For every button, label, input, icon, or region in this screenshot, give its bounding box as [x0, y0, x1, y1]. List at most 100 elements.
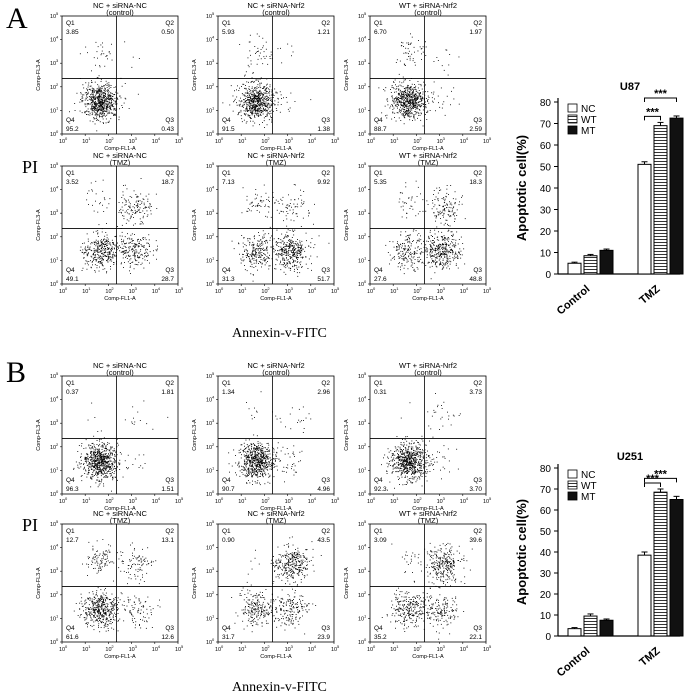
x-tick-exp: 0 [373, 286, 376, 291]
flow-plot: WT + siRNA-Nrf2(TMZ) Q1 3.09 Q2 39.6 Q4 35.2 Q3… [344, 509, 492, 660]
y-tick-label: 0 [545, 270, 551, 281]
x-tick-label: 10 [105, 647, 111, 653]
y-tick-exp: 0 [364, 489, 367, 494]
q1-label: Q1 [66, 380, 75, 387]
x-tick-exp: 5 [181, 496, 184, 501]
y-tick-exp: 4 [56, 543, 59, 548]
x-tick-label: 10 [82, 289, 88, 295]
q2-label: Q2 [165, 528, 174, 535]
y-tick-label: 10 [50, 61, 56, 67]
q1-label: Q1 [66, 170, 75, 177]
q4-label: Q4 [222, 267, 231, 274]
x-tick-exp: 0 [221, 136, 224, 141]
y-tick-exp: 3 [364, 208, 367, 213]
legend-label-mt: MT [581, 492, 595, 503]
y-tick-exp: 2 [364, 232, 367, 237]
x-tick-exp: 5 [337, 286, 340, 291]
q2-label: Q2 [321, 528, 330, 535]
q1-value: 5.93 [222, 29, 235, 36]
flow-ylabel: Comp-FL3-A [36, 419, 42, 451]
bar-wt-tmz [653, 125, 668, 275]
flow-plot-subtitle: (TMZ) [110, 516, 131, 525]
y-tick-exp: 5 [56, 371, 59, 376]
x-tick-label: 10 [59, 289, 65, 295]
flow-plot-title: WT + siRNA-Nrf2 [399, 361, 457, 370]
flow-xlabel: Comp-FL1-A [412, 296, 444, 302]
y-tick-label: 10 [50, 398, 56, 404]
y-tick-exp: 2 [56, 442, 59, 447]
q2-value: 18.7 [161, 179, 174, 186]
y-tick-label: 10 [358, 38, 364, 44]
y-tick-exp: 5 [56, 519, 59, 524]
flow-plot-subtitle: (control) [414, 8, 442, 17]
y-tick-exp: 3 [56, 418, 59, 423]
q2-label: Q2 [165, 380, 174, 387]
flow-xlabel: Comp-FL1-A [260, 146, 292, 152]
legend-swatch-nc [567, 469, 578, 479]
y-tick-label: 10 [50, 492, 56, 498]
y-tick-exp: 2 [56, 590, 59, 595]
q1-value: 0.90 [222, 537, 235, 544]
flow-plot-frame [217, 375, 335, 495]
x-tick-label: 10 [483, 289, 489, 295]
q3-label: Q3 [165, 267, 174, 274]
scatter-dots [79, 178, 158, 274]
x-tick-label: Control [555, 645, 593, 679]
y-tick-label: 10 [206, 616, 212, 622]
y-tick-label: 10 [358, 211, 364, 217]
flow-plot-subtitle: (TMZ) [418, 158, 439, 167]
q4-value: 90.7 [222, 486, 235, 493]
x-tick-label: 10 [175, 647, 181, 653]
y-tick-exp: 1 [56, 255, 59, 260]
y-tick-exp: 3 [364, 418, 367, 423]
q1-value: 3.85 [66, 29, 79, 36]
x-tick-exp: 1 [396, 286, 399, 291]
x-tick-label: 10 [238, 139, 244, 145]
q4-label: Q4 [66, 477, 75, 484]
q4-label: Q4 [222, 477, 231, 484]
x-tick-exp: 5 [181, 644, 184, 649]
x-tick-exp: 1 [244, 286, 247, 291]
x-tick-label: 10 [82, 139, 88, 145]
flow-plot: NC + siRNA-Nrf2(TMZ) Q1 0.90 Q2 43.5 Q4 31.7 Q3… [192, 509, 340, 660]
y-tick-exp: 0 [212, 129, 215, 134]
significance-bracket [644, 97, 677, 102]
x-tick-exp: 1 [396, 644, 399, 649]
y-tick-label: 10 [358, 374, 364, 380]
x-tick-label: 10 [413, 289, 419, 295]
y-tick-label: 10 [50, 258, 56, 264]
scatter-dots [69, 41, 140, 132]
q1-value: 0.37 [66, 389, 79, 396]
legend-label-nc: NC [581, 470, 595, 481]
x-tick-exp: 5 [337, 136, 340, 141]
bar-nc-control [567, 628, 582, 637]
x-tick-label: 10 [367, 139, 373, 145]
x-tick-exp: 2 [419, 286, 422, 291]
q1-label: Q1 [222, 170, 231, 177]
q3-label: Q3 [165, 625, 174, 632]
x-tick-exp: 4 [314, 644, 317, 649]
flow-plot-frame [369, 375, 487, 495]
y-tick-label: 10 [50, 593, 56, 599]
flow-plot: NC + siRNA-NC(TMZ) Q1 3.52 Q2 18.7 Q4 49.1 Q3 28… [36, 151, 184, 302]
q4-label: Q4 [66, 625, 75, 632]
flow-plot-subtitle: (control) [414, 368, 442, 377]
y-tick-label: 10 [50, 108, 56, 114]
q2-value: 18.3 [469, 179, 482, 186]
y-tick-exp: 3 [364, 566, 367, 571]
q2-label: Q2 [165, 20, 174, 27]
x-tick-exp: 5 [489, 644, 492, 649]
q2-label: Q2 [473, 380, 482, 387]
q4-value: 31.7 [222, 634, 235, 641]
x-tick-exp: 2 [267, 136, 270, 141]
y-tick-exp: 0 [56, 129, 59, 134]
flow-plot-title: NC + siRNA-Nrf2 [247, 361, 304, 370]
y-tick-label: 10 [206, 593, 212, 599]
q1-label: Q1 [222, 20, 231, 27]
q4-value: 35.2 [374, 634, 387, 641]
flow-plot-frame [369, 15, 487, 135]
q4-value: 61.6 [66, 634, 79, 641]
y-tick-label: 10 [358, 398, 364, 404]
y-tick-label: 10 [50, 546, 56, 552]
x-tick-label: 10 [437, 647, 443, 653]
